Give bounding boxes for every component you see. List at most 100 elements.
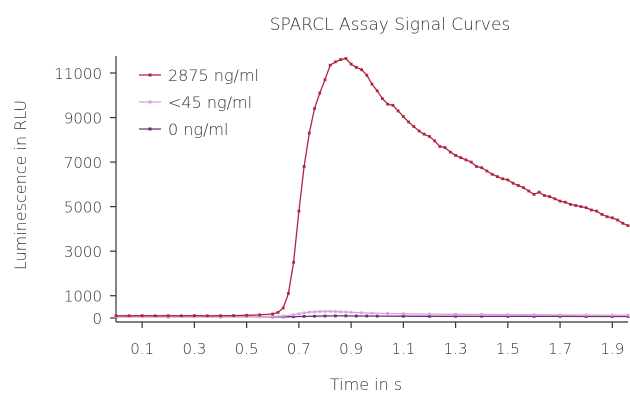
series-0-point — [287, 292, 290, 295]
series-0-point — [386, 102, 390, 106]
series-0-point — [179, 314, 183, 318]
series-2-point — [532, 315, 536, 318]
series-1-point — [349, 310, 353, 314]
x-tick-label: 0.3 — [182, 340, 206, 358]
series-1-point — [271, 315, 275, 318]
series-0-point — [621, 221, 625, 225]
series-0-point — [584, 206, 588, 210]
series-0-point — [281, 306, 285, 310]
series-0-point — [153, 314, 157, 318]
series-0-point — [605, 215, 609, 219]
series-0-point — [433, 139, 437, 143]
series-2-point — [323, 314, 327, 318]
y-tick-label: 5000 — [64, 199, 102, 217]
x-tick-label: 1.7 — [548, 340, 572, 358]
series-1-point — [307, 310, 311, 314]
series-1-point — [313, 310, 316, 314]
series-0-point — [506, 178, 510, 182]
series-2-point — [354, 314, 358, 318]
series-0-point — [302, 165, 306, 168]
series-0-point — [428, 135, 431, 138]
series-0-point — [480, 166, 484, 170]
series-0-point — [219, 314, 222, 318]
series-2-point — [313, 314, 316, 318]
series-1-point — [281, 314, 285, 318]
series-0-point — [522, 186, 525, 190]
y-tick-label: 1000 — [64, 288, 102, 306]
y-ticks: 0 1000 3000 5000 7000 9000 11000 — [54, 65, 116, 328]
series-0-point — [323, 78, 327, 82]
series-1-point — [370, 311, 374, 315]
series-0-point — [516, 184, 520, 187]
series-2-point — [454, 314, 457, 318]
series-2-point — [584, 315, 588, 318]
x-tick-label: 0.9 — [339, 340, 363, 358]
series-1-point — [258, 315, 262, 319]
series-0-point — [454, 154, 457, 157]
y-axis-label: Luminescence in RLU — [11, 100, 30, 270]
series-0-point — [501, 177, 504, 181]
legend-item-2875: 2875 ng/ml — [139, 66, 259, 85]
series-1-point — [480, 313, 484, 316]
series-0-point — [548, 195, 551, 198]
y-tick-label: 9000 — [64, 110, 102, 128]
series-0-point — [114, 314, 118, 318]
series-0 — [114, 57, 630, 318]
series-0-point — [610, 216, 614, 220]
series-2-point — [401, 314, 405, 318]
x-tick-label: 0.7 — [287, 340, 311, 358]
series-0-point — [206, 314, 209, 318]
x-tick-label: 0.5 — [235, 340, 259, 358]
series-0-point — [459, 156, 463, 159]
series-0-point — [569, 203, 572, 206]
series-2-point — [344, 314, 348, 318]
x-ticks: 0.1 0.3 0.5 0.7 0.9 1.1 1.3 1.5 1.7 1.9 — [130, 322, 624, 358]
series-1-point — [506, 313, 510, 317]
series-0-point — [354, 66, 358, 69]
x-tick-label: 1.1 — [391, 340, 415, 358]
series-0-point — [563, 200, 567, 204]
series-0-point — [339, 58, 343, 61]
series-0-point — [537, 190, 541, 194]
series-0-point — [381, 97, 384, 100]
series-1-point — [334, 310, 337, 313]
series-1-point — [344, 310, 348, 314]
legend-marker-0 — [148, 127, 152, 131]
series-1-point — [626, 313, 630, 317]
series-0-point — [307, 131, 311, 135]
series-0-point — [292, 260, 295, 264]
series-0-point — [616, 218, 619, 222]
series-1-point — [532, 313, 536, 317]
series-0-point — [140, 314, 144, 317]
series-0-point — [258, 313, 262, 317]
series-1-point — [558, 313, 562, 317]
series-0-point — [360, 68, 363, 72]
series-1-point — [297, 312, 301, 316]
series-0-point — [464, 158, 468, 162]
series-1-point — [386, 312, 390, 315]
series-0-point — [449, 150, 452, 154]
series-0-point — [401, 115, 405, 118]
series-0-point — [490, 172, 494, 176]
series-2-point — [365, 314, 369, 318]
series-0-point — [318, 91, 322, 95]
series-0-point — [313, 107, 316, 110]
series-0-point — [438, 145, 442, 148]
series-2-line — [116, 315, 628, 318]
series-0-point — [396, 109, 400, 113]
series-2-point — [292, 315, 295, 319]
series-0-point — [553, 197, 557, 201]
series-1-point — [428, 312, 431, 316]
series-0-point — [365, 73, 369, 77]
series-0-point — [475, 165, 478, 168]
series-0-point — [407, 120, 410, 124]
series-0-point — [595, 209, 599, 213]
legend-item-0: 0 ng/ml — [139, 120, 228, 139]
series-0-point — [443, 146, 447, 149]
axes — [115, 56, 628, 323]
y-tick-label: 11000 — [54, 65, 102, 83]
legend-label-lt45: <45 ng/ml — [168, 93, 252, 112]
series-0-point — [328, 63, 332, 67]
series-1-point — [584, 313, 588, 317]
